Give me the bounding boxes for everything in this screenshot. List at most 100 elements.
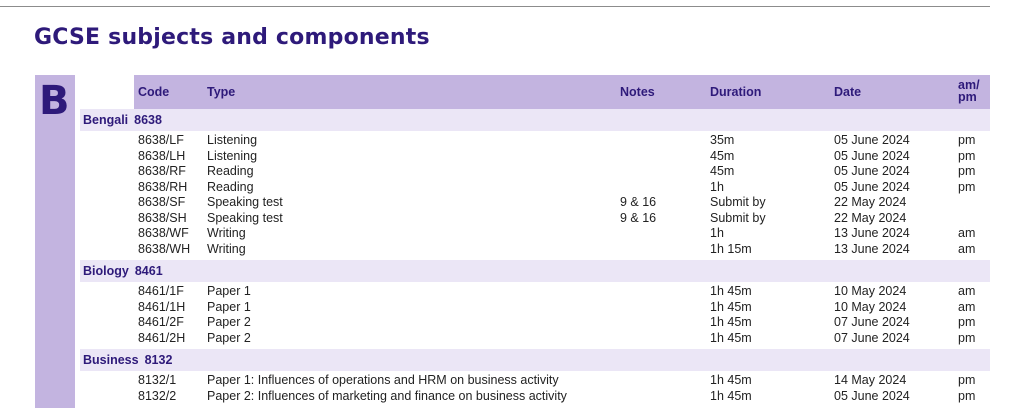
cell-duration: 35m <box>710 133 735 147</box>
cell-date: 22 May 2024 <box>834 195 907 209</box>
cell-type: Writing <box>207 226 246 240</box>
cell-code: 8638/WH <box>138 241 191 256</box>
header-duration: Duration <box>710 85 762 99</box>
cell-code: 8638/SH <box>138 210 187 225</box>
cell-duration: Submit by <box>710 195 766 209</box>
header-code: Code <box>138 85 170 99</box>
cell-ampm: pm <box>958 179 976 194</box>
cell-ampm: pm <box>958 133 976 147</box>
cell-code: 8461/1H <box>138 299 186 314</box>
table-row: 8461/2H Paper 2 1h 45m 07 June 2024 pm <box>80 331 990 347</box>
cell-type: Paper 2 <box>207 330 251 345</box>
table-row: 8638/SH Speaking test 9 & 16 Submit by 22 Ma… <box>80 211 990 227</box>
subject-rows: 8461/1F Paper 1 1h 45m 10 May 2024 am 8461/1H… <box>80 282 990 349</box>
subject-name: Biology 8461 <box>83 264 163 278</box>
table-row: 8638/WF Writing 1h 13 June 2024 am <box>80 226 990 242</box>
cell-ampm: am <box>958 284 976 298</box>
cell-date: 07 June 2024 <box>834 315 910 329</box>
cell-type: Reading <box>207 179 254 194</box>
cell-date: 05 June 2024 <box>834 388 910 403</box>
cell-code: 8461/1F <box>138 284 184 298</box>
top-divider <box>0 6 990 7</box>
section-letter-tab: B <box>35 75 75 408</box>
cell-date: 07 June 2024 <box>834 330 910 345</box>
cell-ampm: pm <box>958 148 976 163</box>
cell-date: 05 June 2024 <box>834 148 910 163</box>
cell-type: Speaking test <box>207 210 283 225</box>
table-row: 8461/2F Paper 2 1h 45m 07 June 2024 pm <box>80 315 990 331</box>
table-body: Bengali 8638 8638/LF Listening 35m 05 June 20… <box>80 109 990 407</box>
subject-name: Business 8132 <box>83 353 173 367</box>
cell-date: 05 June 2024 <box>834 133 910 147</box>
subject-name: Bengali 8638 <box>83 113 162 127</box>
cell-date: 10 May 2024 <box>834 299 907 314</box>
cell-notes: 9 & 16 <box>620 195 657 209</box>
header-ampm: am/pm <box>958 78 980 104</box>
cell-code: 8461/2F <box>138 315 184 329</box>
cell-type: Writing <box>207 241 246 256</box>
cell-date: 05 June 2024 <box>834 164 910 178</box>
table-row: 8132/1 Paper 1: Influences of operations … <box>80 373 990 389</box>
cell-duration: 1h 45m <box>710 315 752 329</box>
cell-code: 8638/SF <box>138 195 186 209</box>
cell-ampm: pm <box>958 388 976 403</box>
cell-ampm: am <box>958 299 976 314</box>
cell-code: 8132/2 <box>138 388 177 403</box>
subject-rows: 8638/LF Listening 35m 05 June 2024 pm 8638/LH… <box>80 131 990 260</box>
cell-duration: 1h 45m <box>710 299 752 314</box>
cell-date: 22 May 2024 <box>834 210 907 225</box>
cell-code: 8638/WF <box>138 226 189 240</box>
cell-date: 14 May 2024 <box>834 373 907 387</box>
cell-type: Speaking test <box>207 195 283 209</box>
cell-duration: Submit by <box>710 210 766 225</box>
cell-duration: 1h 45m <box>710 388 752 403</box>
subject-group-header: Bengali 8638 <box>80 109 990 131</box>
cell-notes: 9 & 16 <box>620 210 657 225</box>
cell-ampm: am <box>958 226 976 240</box>
cell-type: Reading <box>207 164 254 178</box>
header-type: Type <box>207 85 236 99</box>
header-date: Date <box>834 85 862 99</box>
table-row: 8638/RF Reading 45m 05 June 2024 pm <box>80 164 990 180</box>
subjects-table: Code Type Notes Duration Date am/pm Beng… <box>80 75 990 407</box>
cell-code: 8638/LF <box>138 133 184 147</box>
cell-ampm: am <box>958 241 976 256</box>
cell-type: Paper 2: Influences of marketing and fin… <box>207 388 567 403</box>
cell-type: Paper 1 <box>207 299 251 314</box>
section-letter: B <box>39 78 70 124</box>
cell-type: Listening <box>207 133 258 147</box>
cell-date: 10 May 2024 <box>834 284 907 298</box>
cell-code: 8638/RH <box>138 179 188 194</box>
cell-date: 05 June 2024 <box>834 179 910 194</box>
table-row: 8638/RH Reading 1h 05 June 2024 pm <box>80 180 990 196</box>
cell-duration: 45m <box>710 164 735 178</box>
cell-type: Paper 1: Influences of operations and HR… <box>207 373 559 387</box>
cell-duration: 1h 45m <box>710 284 752 298</box>
table-row: 8638/SF Speaking test 9 & 16 Submit by 22 Ma… <box>80 195 990 211</box>
table-row: 8461/1H Paper 1 1h 45m 10 May 2024 am <box>80 300 990 316</box>
table-row: 8638/LH Listening 45m 05 June 2024 pm <box>80 149 990 165</box>
cell-ampm: pm <box>958 315 976 329</box>
cell-code: 8638/RF <box>138 164 186 178</box>
cell-duration: 1h 15m <box>710 241 752 256</box>
cell-code: 8132/1 <box>138 373 177 387</box>
cell-ampm: pm <box>958 330 976 345</box>
table-row: 8461/1F Paper 1 1h 45m 10 May 2024 am <box>80 284 990 300</box>
cell-code: 8638/LH <box>138 148 186 163</box>
cell-duration: 1h 45m <box>710 330 752 345</box>
cell-duration: 1h <box>710 226 724 240</box>
cell-ampm: pm <box>958 373 976 387</box>
page-title: GCSE subjects and components <box>34 25 430 50</box>
subject-rows: 8132/1 Paper 1: Influences of operations … <box>80 371 990 407</box>
cell-ampm: pm <box>958 164 976 178</box>
header-notes: Notes <box>620 85 655 99</box>
cell-duration: 1h 45m <box>710 373 752 387</box>
table-row: 8132/2 Paper 2: Influences of marketing a… <box>80 389 990 405</box>
cell-date: 13 June 2024 <box>834 226 910 240</box>
subject-group-header: Biology 8461 <box>80 260 990 282</box>
table-row: 8638/LF Listening 35m 05 June 2024 pm <box>80 133 990 149</box>
table-row: 8638/WH Writing 1h 15m 13 June 2024 am <box>80 242 990 258</box>
cell-type: Listening <box>207 148 258 163</box>
cell-type: Paper 1 <box>207 284 251 298</box>
cell-type: Paper 2 <box>207 315 251 329</box>
